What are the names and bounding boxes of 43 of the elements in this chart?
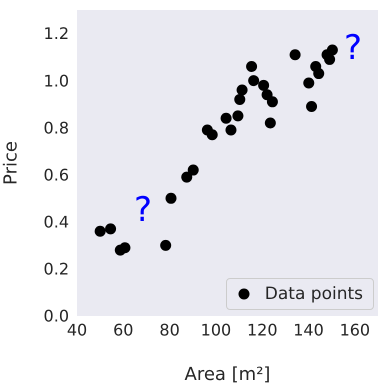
point (166, 192, 177, 204)
y-tick-label: 0.8 (44, 118, 69, 138)
point (232, 110, 244, 122)
point (105, 223, 116, 234)
point (248, 75, 260, 86)
y-tick-label: 0.4 (44, 212, 69, 232)
y-tick-label: 0.6 (44, 165, 69, 184)
point (324, 54, 336, 65)
point (246, 60, 258, 72)
point (188, 164, 199, 176)
x-tick-label: 60 (113, 320, 134, 340)
x-tick-label: 80 (159, 320, 180, 340)
x-tick-label: 100 (200, 320, 232, 340)
point (313, 68, 324, 80)
point (236, 84, 248, 96)
x-tick-label: 160 (340, 320, 370, 340)
point (206, 129, 218, 140)
point (220, 112, 232, 124)
x-tick-label: 120 (246, 320, 278, 340)
y-tick-label: 0.0 (44, 306, 69, 326)
y-axis-title: Price (0, 141, 22, 185)
point (225, 124, 236, 136)
point (326, 44, 338, 56)
point (264, 117, 276, 128)
y-tick-label: 0.2 (44, 260, 69, 279)
x-tick-label: 140 (293, 320, 324, 340)
point (290, 49, 301, 60)
point (160, 240, 172, 251)
point (234, 94, 246, 105)
y-tick-label: 1.0 (44, 71, 69, 90)
point (306, 101, 318, 112)
legend-label: Data points (264, 284, 363, 304)
annotation: ? (344, 28, 362, 68)
point (266, 96, 278, 108)
point (303, 77, 314, 88)
point (181, 172, 192, 183)
y-tick-label: 1.2 (44, 24, 69, 44)
point (258, 80, 270, 91)
point (94, 226, 106, 237)
point (119, 242, 130, 254)
annotation: ? (134, 190, 152, 230)
x-axis-title: Area [m²] (184, 364, 270, 385)
x-tick-label: 40 (66, 320, 88, 340)
